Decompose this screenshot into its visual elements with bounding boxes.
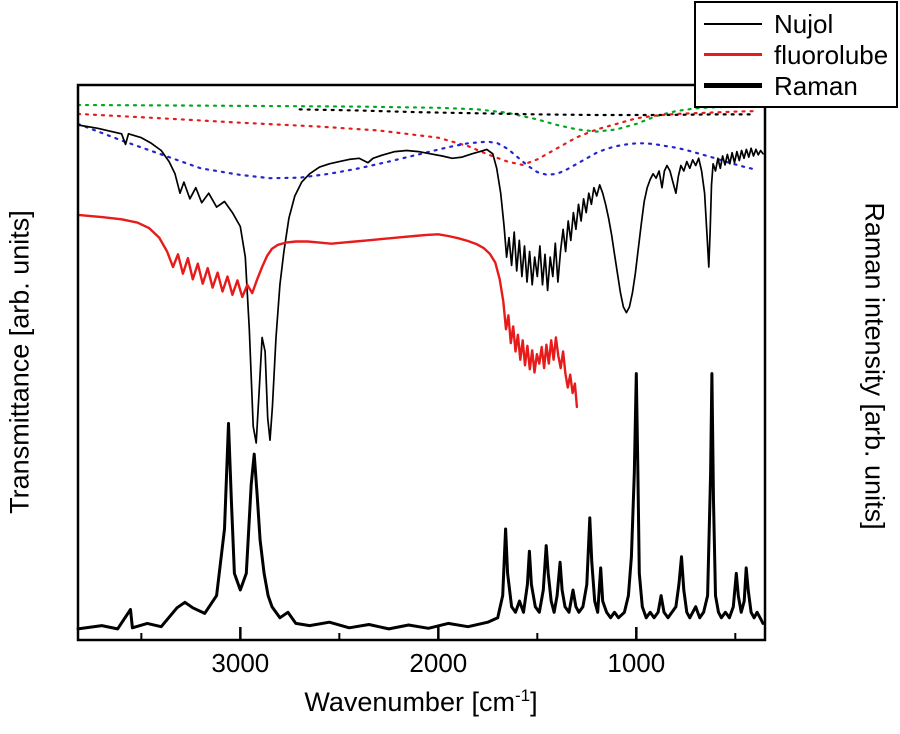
- series-fluorolube: [76, 213, 579, 409]
- series-nujol: [77, 124, 764, 444]
- legend-line-sample-nujol: [704, 22, 762, 25]
- legend-item-nujol: Nujol: [704, 8, 888, 39]
- series-baseline-black-dotted: [298, 108, 757, 117]
- series-baseline-green-dotted: [76, 103, 757, 133]
- series-raman: [76, 372, 765, 631]
- x-axis-label-text: Wavenumber [cm: [304, 687, 515, 717]
- y-axis-label-right: Raman intensity [arb. units]: [859, 202, 890, 530]
- x-tick-label: 1000: [607, 648, 665, 678]
- x-tick-label: 3000: [211, 648, 269, 678]
- legend-label-nujol: Nujol: [774, 8, 834, 39]
- series-baseline-blue-dotted: [76, 122, 757, 180]
- x-tick-label: 2000: [409, 648, 467, 678]
- x-axis-label: Wavenumber [cm-1]: [304, 686, 537, 718]
- legend-label-fluorolube: fluorolube: [774, 39, 889, 70]
- legend-line-sample-raman: [704, 83, 762, 88]
- legend-item-raman: Raman: [704, 70, 888, 101]
- legend-line-sample-fluorolube: [704, 53, 762, 56]
- legend: Nujol fluorolube Raman: [694, 1, 898, 108]
- plot-border: [76, 83, 767, 642]
- legend-item-fluorolube: fluorolube: [704, 39, 888, 70]
- series-baseline-red-dotted: [76, 109, 757, 166]
- x-axis-label-suffix: ]: [530, 687, 538, 717]
- x-axis-label-superscript: -1: [514, 686, 531, 705]
- y-axis-label-left: Transmittance [arb. units]: [4, 210, 35, 514]
- legend-label-raman: Raman: [774, 70, 858, 101]
